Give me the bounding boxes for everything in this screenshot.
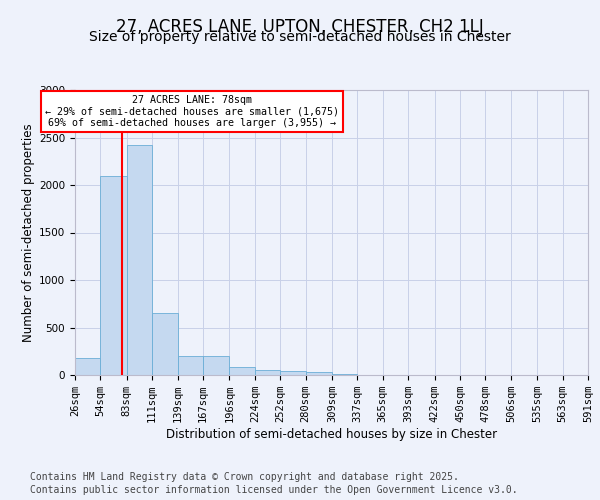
Bar [305,372,332,375]
Text: 27 ACRES LANE: 78sqm
← 29% of semi-detached houses are smaller (1,675)
69% of se: 27 ACRES LANE: 78sqm ← 29% of semi-detac… [45,95,339,128]
Bar [75,358,100,375]
Bar [255,370,280,375]
Text: 27, ACRES LANE, UPTON, CHESTER, CH2 1LJ: 27, ACRES LANE, UPTON, CHESTER, CH2 1LJ [116,18,484,36]
Bar [152,313,178,375]
X-axis label: Distribution of semi-detached houses by size in Chester: Distribution of semi-detached houses by … [166,428,497,441]
Bar [332,374,358,375]
Bar [203,356,229,375]
Bar [280,371,305,375]
Bar [100,176,127,375]
Y-axis label: Number of semi-detached properties: Number of semi-detached properties [22,123,35,342]
Bar [127,145,152,375]
Bar [178,356,203,375]
Text: Contains HM Land Registry data © Crown copyright and database right 2025.: Contains HM Land Registry data © Crown c… [30,472,459,482]
Text: Contains public sector information licensed under the Open Government Licence v3: Contains public sector information licen… [30,485,518,495]
Bar [229,368,255,375]
Text: Size of property relative to semi-detached houses in Chester: Size of property relative to semi-detach… [89,30,511,44]
